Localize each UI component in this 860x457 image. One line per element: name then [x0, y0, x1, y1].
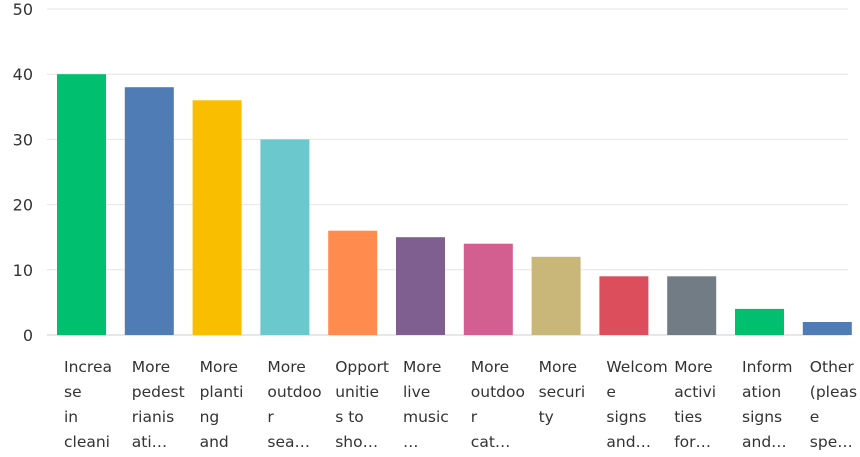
y-tick-label: 10 — [13, 261, 33, 280]
bar[interactable] — [463, 243, 513, 335]
x-tick-label: More securi ty — [538, 358, 586, 426]
bars — [57, 74, 852, 335]
x-tick-label: Opport unitie s to sho… — [335, 358, 389, 451]
bar[interactable] — [260, 139, 310, 335]
x-tick-label: Inform ation signs and… — [742, 358, 793, 451]
bar[interactable] — [802, 322, 852, 335]
x-tick-label: Increa se in cleani — [64, 358, 112, 451]
x-tick-label: Other (pleas e spe… — [809, 358, 858, 451]
x-tick-label: More outdoo r cat… — [470, 358, 525, 451]
y-tick-label: 0 — [23, 326, 33, 345]
bar[interactable] — [735, 308, 784, 335]
bar[interactable] — [531, 256, 581, 335]
x-tick-label: More planti ng and — [199, 358, 244, 451]
bar[interactable] — [124, 87, 174, 335]
y-tick-label: 50 — [13, 0, 33, 19]
x-tick-label: More pedest rianis ati… — [131, 358, 185, 451]
y-tick-label: 20 — [13, 196, 33, 215]
bar[interactable] — [192, 100, 242, 335]
y-tick-label: 30 — [13, 130, 33, 149]
bar[interactable] — [396, 237, 445, 335]
y-tick-label: 40 — [13, 65, 33, 84]
bar[interactable] — [57, 74, 106, 335]
x-tick-label: More outdoo r sea… — [267, 358, 322, 451]
y-axis-ticks: 0 10 20 30 40 50 — [13, 0, 33, 345]
x-tick-label: More live music … — [403, 358, 449, 451]
bar[interactable] — [599, 276, 649, 335]
bar[interactable] — [328, 230, 378, 335]
bar[interactable] — [667, 276, 717, 335]
x-tick-label: Welcom e signs and… — [606, 358, 668, 451]
x-tick-label: More activi ties for… — [674, 358, 717, 451]
